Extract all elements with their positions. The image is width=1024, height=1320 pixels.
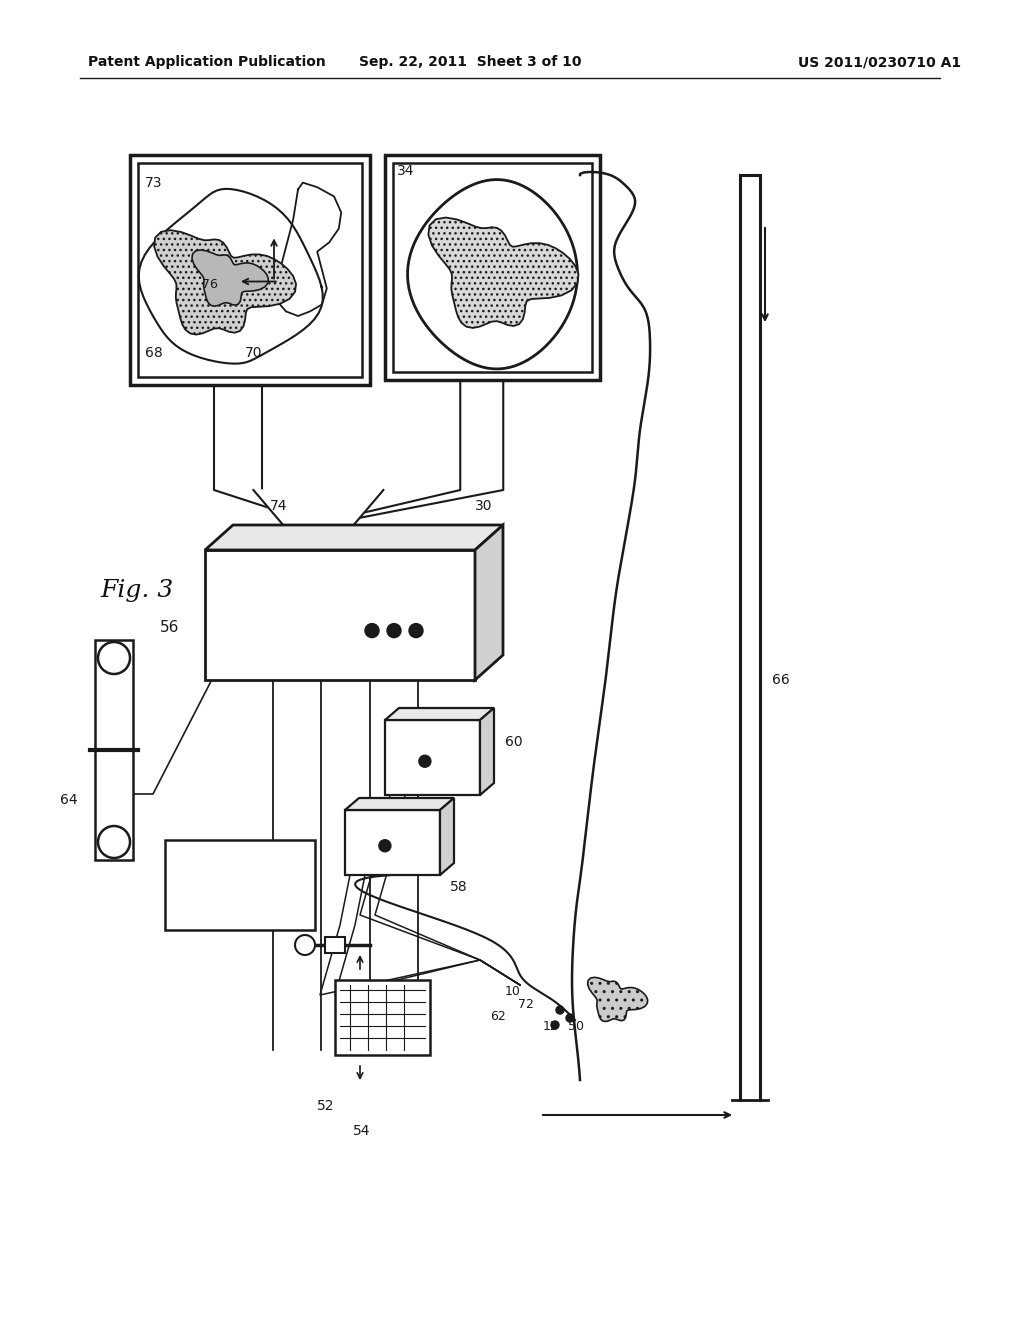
- Text: 62: 62: [490, 1010, 506, 1023]
- Text: 30: 30: [475, 499, 493, 513]
- Polygon shape: [480, 708, 494, 795]
- Circle shape: [551, 1020, 559, 1030]
- Circle shape: [379, 840, 391, 851]
- Polygon shape: [588, 977, 648, 1022]
- Text: 64: 64: [60, 793, 78, 807]
- Text: 74: 74: [270, 499, 288, 513]
- Text: 73: 73: [145, 176, 163, 190]
- Bar: [325, 937, 345, 953]
- Text: 34: 34: [397, 164, 415, 178]
- Text: 58: 58: [450, 880, 468, 894]
- Text: 60: 60: [505, 735, 522, 750]
- Bar: [95, 640, 133, 861]
- Polygon shape: [345, 799, 454, 810]
- Circle shape: [98, 642, 130, 675]
- Text: Fig. 3: Fig. 3: [100, 578, 173, 602]
- Circle shape: [98, 826, 130, 858]
- Text: 66: 66: [772, 673, 790, 686]
- Circle shape: [387, 623, 401, 638]
- Text: 12: 12: [543, 1020, 559, 1034]
- Polygon shape: [253, 490, 383, 550]
- Text: 52: 52: [317, 1100, 335, 1113]
- Bar: [138, 162, 362, 378]
- Bar: [205, 550, 475, 680]
- Circle shape: [365, 623, 379, 638]
- Circle shape: [295, 935, 315, 954]
- Bar: [385, 719, 480, 795]
- Circle shape: [556, 1006, 564, 1014]
- Text: Sep. 22, 2011  Sheet 3 of 10: Sep. 22, 2011 Sheet 3 of 10: [358, 55, 582, 69]
- Polygon shape: [385, 708, 494, 719]
- Polygon shape: [205, 525, 503, 550]
- Text: 70: 70: [245, 346, 263, 360]
- Circle shape: [566, 1014, 574, 1022]
- Text: 54: 54: [353, 1125, 371, 1138]
- Bar: [345, 810, 440, 875]
- Text: 72: 72: [518, 998, 534, 1011]
- Text: 56: 56: [160, 620, 179, 635]
- Polygon shape: [428, 218, 579, 327]
- Text: 10: 10: [505, 985, 521, 998]
- Text: Patent Application Publication: Patent Application Publication: [88, 55, 326, 69]
- Bar: [165, 840, 315, 931]
- Bar: [130, 154, 370, 385]
- Polygon shape: [475, 525, 503, 680]
- Circle shape: [409, 623, 423, 638]
- Text: 76: 76: [202, 279, 218, 292]
- Circle shape: [419, 755, 431, 767]
- Bar: [335, 979, 430, 1055]
- Polygon shape: [440, 799, 454, 875]
- Polygon shape: [154, 230, 296, 334]
- Text: 68: 68: [145, 346, 163, 360]
- Bar: [385, 154, 600, 380]
- Polygon shape: [191, 249, 268, 306]
- Text: US 2011/0230710 A1: US 2011/0230710 A1: [799, 55, 962, 69]
- Bar: [393, 162, 592, 372]
- Text: 50: 50: [568, 1020, 584, 1034]
